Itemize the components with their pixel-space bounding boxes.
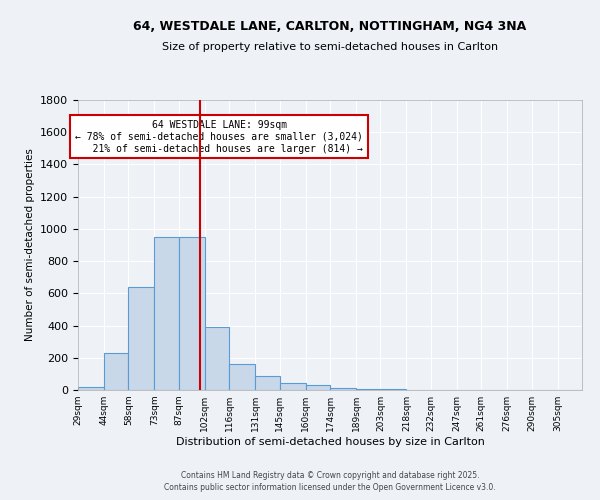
Text: 64, WESTDALE LANE, CARLTON, NOTTINGHAM, NG4 3NA: 64, WESTDALE LANE, CARLTON, NOTTINGHAM, … [133,20,527,33]
Bar [104,353,128,390]
Bar [205,327,229,390]
Bar [179,237,205,390]
Bar [356,389,380,390]
Bar [330,388,356,390]
Text: Contains HM Land Registry data © Crown copyright and database right 2025.: Contains HM Land Registry data © Crown c… [181,471,479,480]
Bar [78,387,104,390]
Text: Contains public sector information licensed under the Open Government Licence v3: Contains public sector information licen… [164,484,496,492]
Bar [229,364,255,390]
Bar [380,389,406,390]
Bar [154,237,179,390]
Text: Size of property relative to semi-detached houses in Carlton: Size of property relative to semi-detach… [162,42,498,52]
Bar [128,287,154,390]
Text: 64 WESTDALE LANE: 99sqm
← 78% of semi-detached houses are smaller (3,024)
   21%: 64 WESTDALE LANE: 99sqm ← 78% of semi-de… [75,120,363,154]
Bar [280,383,305,390]
Bar [255,376,280,390]
Y-axis label: Number of semi-detached properties: Number of semi-detached properties [25,148,35,342]
X-axis label: Distribution of semi-detached houses by size in Carlton: Distribution of semi-detached houses by … [176,437,484,447]
Bar [305,385,330,390]
